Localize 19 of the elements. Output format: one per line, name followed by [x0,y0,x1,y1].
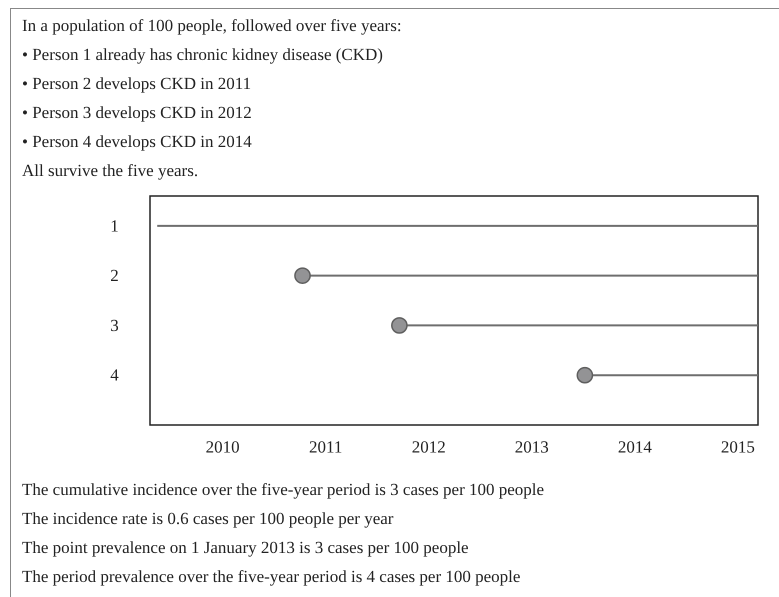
x-tick-label: 2013 [514,438,549,456]
chart-subtitle: • Person 1 already has chronic kidney disease (CKD) • Person 2 develops CKD in 2011 • Person 3 develops CKD in 2012 • Person 4 develops CKD in 2014 All survive the five years. [22,45,383,181]
x-tick-label: 2012 [412,438,446,456]
y-tick-label: 3 [110,316,119,335]
text: The incidence rate is 0.6 cases per 100 people per year [22,509,394,529]
x-tick-label: 2014 [618,438,652,456]
point [294,267,311,284]
point [576,366,594,384]
text: The period prevalence over the five-year period is 4 cases per 100 people [22,567,520,587]
x-tick-label: 2015 [720,438,755,456]
y-tick-label: 1 [110,216,119,236]
chart-title: In a population of 100 people, followed over five years: [22,16,402,36]
text: The cumulative incidence over the five-year period is 3 cases per 100 people [22,480,544,500]
x-tick-label: 2011 [309,438,342,456]
y-tick-label: 4 [110,366,120,385]
text: The point prevalence on 1 January 2013 is 3 cases per 100 people [22,538,469,558]
x-tick-label: 2010 [206,438,240,456]
point [391,317,408,334]
y-tick-label: 2 [110,266,119,286]
